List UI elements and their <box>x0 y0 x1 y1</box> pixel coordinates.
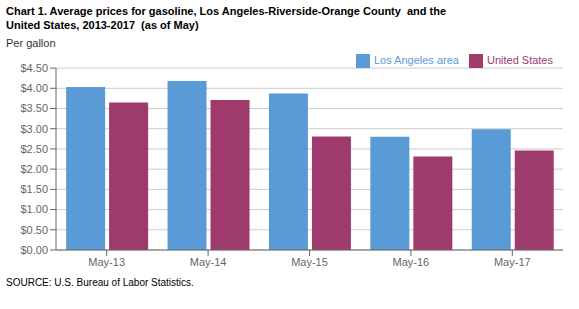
svg-text:May-13: May-13 <box>88 256 125 268</box>
svg-text:$3.00: $3.00 <box>20 123 48 135</box>
html-text:Chart 1. Average prices for ga: Chart 1. Average prices for gasoline, Lo… <box>6 5 447 17</box>
svg-text:$1.00: $1.00 <box>20 203 48 215</box>
html-text:Los Angeles area: Los Angeles area <box>373 54 459 66</box>
svg-text:$1.50: $1.50 <box>20 183 48 195</box>
svg-text:May-14: May-14 <box>190 256 227 268</box>
svg-text:$4.00: $4.00 <box>20 82 48 94</box>
html-text:United States: United States <box>487 54 553 66</box>
svg-text:May-17: May-17 <box>494 256 531 268</box>
svg-text:$3.50: $3.50 <box>20 102 48 114</box>
html-text:SOURCE: U.S. Bureau of Labor S: SOURCE: U.S. Bureau of Labor Statistics. <box>6 277 194 288</box>
html-text:Per gallon: Per gallon <box>6 37 56 49</box>
svg-text:$4.50: $4.50 <box>20 62 48 74</box>
html-text:United States, 2013-2017 (as o: United States, 2013-2017 (as of May) <box>6 19 199 31</box>
svg-text:May-16: May-16 <box>393 256 430 268</box>
svg-text:$0.50: $0.50 <box>20 224 48 236</box>
svg-text:May-15: May-15 <box>291 256 328 268</box>
svg-text:$2.00: $2.00 <box>20 163 48 175</box>
svg-text:$2.50: $2.50 <box>20 143 48 155</box>
svg-text:$0.00: $0.00 <box>20 244 48 256</box>
